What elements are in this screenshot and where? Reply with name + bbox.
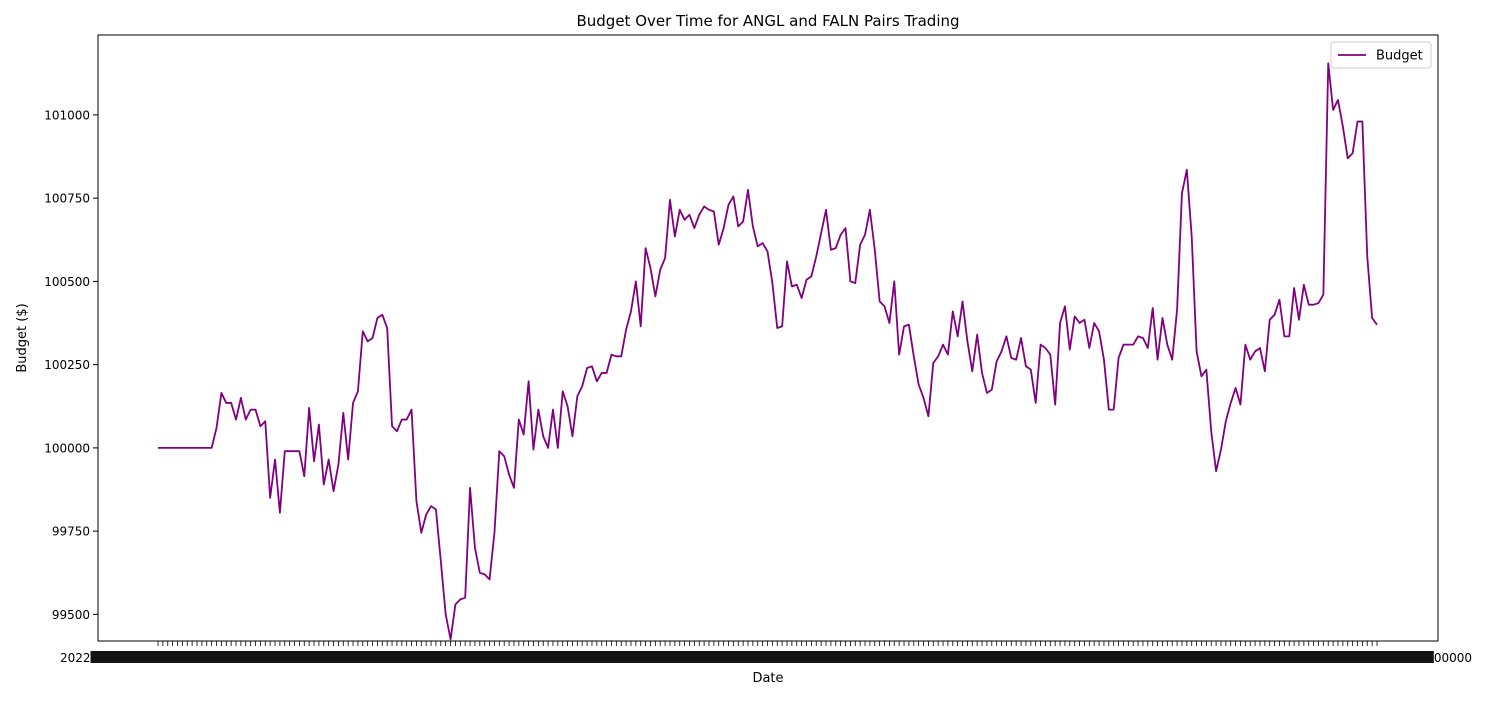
- y-tick-label: 101000: [44, 108, 90, 122]
- legend: Budget: [1330, 41, 1432, 69]
- y-tick-label: 99500: [52, 608, 90, 622]
- y-tick-label: 100750: [44, 192, 90, 206]
- x-tick-label-left: 2022: [60, 651, 91, 665]
- series-line-budget: [158, 62, 1378, 641]
- x-tick-labels-overlap: [61, 651, 1453, 663]
- legend-label-budget: Budget: [1376, 49, 1423, 64]
- y-axis-label: Budget ($): [15, 303, 30, 372]
- y-tick-label: 100000: [44, 441, 90, 455]
- x-tick-label-bg: [1433, 651, 1472, 665]
- plot-area: [97, 34, 1439, 642]
- y-tick-label: 100250: [44, 358, 90, 372]
- x-axis: 2022 00000: [60, 641, 1472, 665]
- x-axis-label: Date: [752, 671, 783, 686]
- y-axis: 99500 99750 100000 100250 100500 100750 101000: [44, 108, 98, 622]
- x-tick-label-bg: [60, 651, 91, 665]
- legend-box: [1330, 41, 1432, 69]
- y-tick-label: 99750: [52, 525, 90, 539]
- series-points-budget: [157, 62, 1378, 640]
- chart-title: Budget Over Time for ANGL and FALN Pairs…: [576, 12, 959, 30]
- y-tick-label: 100500: [44, 275, 90, 289]
- x-tick-label-right: 00000: [1434, 651, 1472, 665]
